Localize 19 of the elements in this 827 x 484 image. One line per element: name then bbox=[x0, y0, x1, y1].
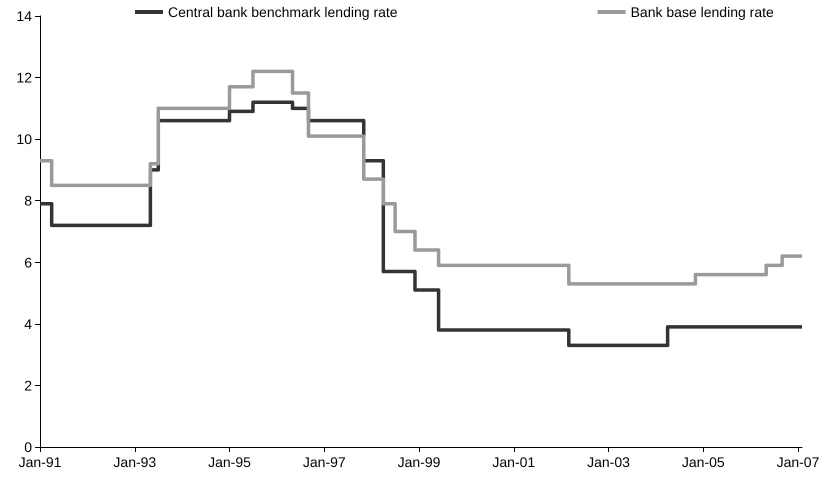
legend-label: Bank base lending rate bbox=[630, 4, 774, 20]
x-tick-label: Jan-01 bbox=[492, 454, 536, 470]
x-tick-label: Jan-91 bbox=[18, 454, 62, 470]
x-tick-label: Jan-95 bbox=[208, 454, 252, 470]
x-tick-label: Jan-03 bbox=[587, 454, 630, 470]
y-tick-label: 10 bbox=[16, 131, 32, 148]
x-tick-label: Jan-97 bbox=[302, 454, 346, 470]
y-tick-label: 12 bbox=[16, 70, 32, 86]
y-tick-label: 2 bbox=[24, 377, 32, 394]
y-tick-label: 0 bbox=[24, 439, 32, 455]
legend-label: Central bank benchmark lending rate bbox=[168, 4, 398, 20]
x-tick-label: Jan-93 bbox=[113, 454, 156, 470]
y-tick-label: 14 bbox=[16, 8, 32, 24]
y-tick-label: 6 bbox=[24, 254, 32, 270]
x-tick-label: Jan-99 bbox=[398, 454, 441, 470]
x-tick-label: Jan-05 bbox=[682, 454, 725, 470]
y-tick-label: 4 bbox=[24, 316, 32, 332]
y-tick-label: 8 bbox=[24, 192, 32, 209]
x-tick-label: Jan-07 bbox=[776, 454, 820, 470]
